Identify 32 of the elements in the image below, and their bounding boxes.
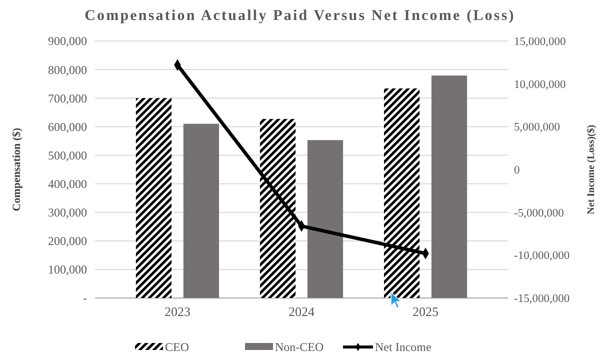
y-tick-label: 600,000 bbox=[48, 120, 87, 134]
y-tick-label: 200,000 bbox=[48, 234, 87, 248]
y-tick-label: 100,000 bbox=[48, 262, 87, 277]
bar bbox=[136, 98, 172, 298]
x-tick-label: 2025 bbox=[412, 304, 439, 319]
x-tick-label: 2024 bbox=[288, 304, 315, 319]
chart-title: Compensation Actually Paid Versus Net Income (Loss) bbox=[84, 8, 516, 24]
legend-label: Net Income bbox=[375, 340, 432, 354]
bar bbox=[183, 124, 220, 298]
bar bbox=[307, 140, 344, 298]
x-tick-label: 2023 bbox=[164, 304, 190, 319]
y-tick-label: 700,000 bbox=[48, 91, 87, 106]
y2-tick-label: -15,000,000 bbox=[514, 293, 570, 306]
y-tick-label: 300,000 bbox=[48, 206, 87, 220]
y2-axis-title: Net Income (Loss)($) bbox=[586, 124, 597, 214]
bar bbox=[384, 88, 420, 298]
y-tick-label: - bbox=[83, 291, 87, 306]
y-tick-label: 900,000 bbox=[48, 34, 87, 48]
bar bbox=[260, 118, 296, 298]
legend-label: Non-CEO bbox=[275, 340, 324, 354]
y2-tick-label: 5,000,000 bbox=[514, 122, 560, 134]
y-axis-title: Compensation ($) bbox=[11, 127, 23, 212]
y2-tick-label: -10,000,000 bbox=[514, 250, 570, 262]
y2-tick-label: 10,000,000 bbox=[514, 78, 566, 91]
y2-tick-label: -5,000,000 bbox=[514, 207, 564, 220]
y-tick-label: 800,000 bbox=[48, 62, 87, 77]
y-tick-label: 500,000 bbox=[48, 148, 87, 162]
y-tick-label: 400,000 bbox=[48, 176, 87, 191]
y2-tick-label: 0 bbox=[514, 164, 520, 177]
legend-label: CEO bbox=[165, 340, 190, 354]
bar bbox=[431, 76, 468, 298]
y2-tick-label: 15,000,000 bbox=[514, 36, 566, 48]
